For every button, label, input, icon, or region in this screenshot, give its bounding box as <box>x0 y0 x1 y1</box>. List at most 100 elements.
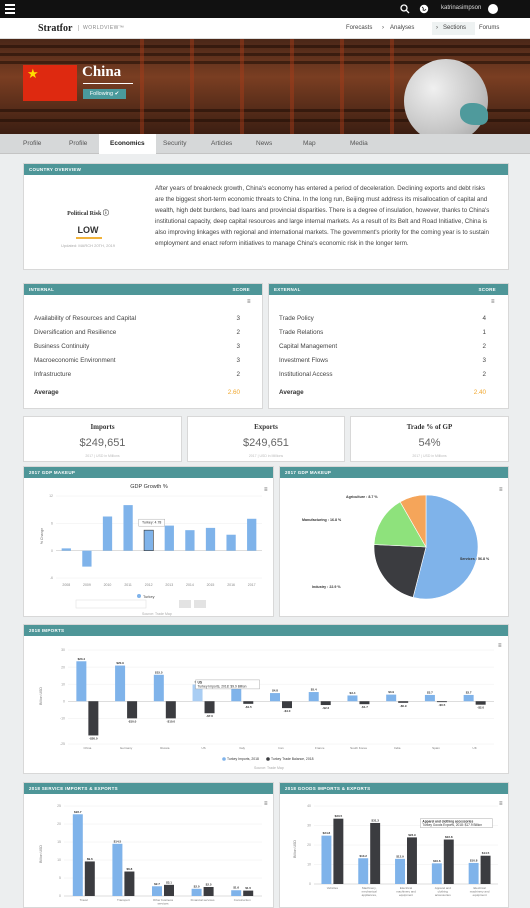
legend-label: Turkey Trade Balance, 2018 <box>271 757 314 761</box>
china-region-highlight <box>460 103 488 125</box>
nav-forecasts[interactable]: Forecasts <box>346 25 373 31</box>
card-header: 2017 GDP MAKEUP <box>280 467 508 478</box>
bar <box>443 839 454 884</box>
data-label: $3.4 <box>350 691 356 695</box>
trade-title: Exports <box>254 423 278 431</box>
data-label: -$2.0 <box>477 706 484 710</box>
tooltip <box>195 679 260 690</box>
data-label: $3.7 <box>466 690 472 694</box>
nav-sections-highlight <box>432 22 475 35</box>
tab-profile-2[interactable]: Profile <box>69 140 88 147</box>
political-risk-label: Political Risk <box>67 211 102 217</box>
bar <box>398 701 409 703</box>
y-axis-label: % Change <box>40 528 44 544</box>
trade-note: 2017 | USD in Millions <box>412 454 447 458</box>
x-tick-label: equipment <box>399 893 413 897</box>
bar <box>82 550 92 567</box>
x-tick-label: France <box>315 746 325 750</box>
globe-icon[interactable] <box>419 4 429 14</box>
tab-profile[interactable]: Profile <box>23 140 42 147</box>
tab-map[interactable]: Map <box>303 140 316 147</box>
y-axis-label: Billion USD <box>293 840 297 858</box>
avatar[interactable] <box>488 4 498 14</box>
x-tick-label: China <box>83 746 91 750</box>
bar <box>112 843 123 896</box>
data-label: $3.9 <box>388 690 394 694</box>
following-button[interactable]: Following ✔ <box>83 89 126 99</box>
gdp-growth-chart: GDP Growth % ≡ % Change Turkey Source: T… <box>40 484 268 616</box>
bar <box>123 505 133 551</box>
internal-row-label: Infrastructure <box>34 371 72 378</box>
export-menu-icon[interactable]: ≡ <box>247 299 251 305</box>
x-tick-label: 2009 <box>83 583 91 587</box>
pie-slice <box>399 494 427 549</box>
x-tick-label: Vehicles <box>327 886 339 890</box>
bar <box>152 886 162 896</box>
tab-media[interactable]: Media <box>350 140 368 147</box>
chart-menu-icon[interactable]: ≡ <box>498 643 502 649</box>
bar <box>386 694 397 702</box>
slice-label: Services : 56.8 % <box>460 557 490 561</box>
country-select[interactable] <box>75 599 147 609</box>
risk-updated-date: Updated: MARCH 20TH, 2019 <box>60 243 116 248</box>
data-label: -$10.0 <box>167 719 176 723</box>
chart-menu-icon[interactable]: ≡ <box>264 801 268 807</box>
data-label: $10.6 <box>433 859 441 863</box>
data-label: $20.9 <box>116 661 124 665</box>
bar <box>243 890 254 896</box>
x-tick-label: 2015 <box>207 583 215 587</box>
data-label: -$20.0 <box>89 736 98 740</box>
bar <box>72 814 83 896</box>
bar <box>395 858 405 884</box>
card-header: EXTERNAL SCORE <box>269 284 508 295</box>
card-header: 2018 IMPORTS <box>24 625 508 636</box>
data-label: $2.7 <box>154 882 160 886</box>
chart-menu-icon[interactable]: ≡ <box>499 487 503 493</box>
bar-view-toggle[interactable] <box>179 600 191 608</box>
tab-economics[interactable]: Economics <box>99 134 156 154</box>
nav-forums[interactable]: Forums <box>479 25 500 31</box>
nav-sections[interactable]: Sections <box>443 25 467 31</box>
chart-menu-icon[interactable]: ≡ <box>264 487 268 493</box>
export-menu-icon[interactable]: ≡ <box>491 299 495 305</box>
trade-title: Trade % of GP <box>406 423 453 431</box>
internal-row-score: 2 <box>236 329 240 336</box>
internal-row-score: 3 <box>236 357 240 364</box>
username[interactable]: katrinasimpson <box>441 5 482 11</box>
tab-articles[interactable]: Articles <box>211 140 233 147</box>
y-tick-label: 0 <box>59 894 61 898</box>
info-icon[interactable]: ⓘ <box>102 211 109 217</box>
x-tick-label: Electrical <box>400 886 413 890</box>
internal-average-label: Average <box>34 389 59 396</box>
external-row-score: 4 <box>482 315 486 322</box>
search-icon[interactable] <box>400 4 410 14</box>
chart-menu-icon[interactable]: ≡ <box>499 801 503 807</box>
y-tick-label: 25 <box>57 804 61 808</box>
nav-analyses[interactable]: Analyses <box>390 25 415 31</box>
x-tick-label: accessories <box>435 893 451 897</box>
x-tick-label: 2013 <box>165 583 173 587</box>
internal-row-label: Availability of Resources and Capital <box>34 315 137 322</box>
stratfor-logo[interactable]: Stratfor <box>38 23 73 34</box>
x-tick-label: appliances, <box>362 893 377 897</box>
tab-security[interactable]: Security <box>163 140 187 147</box>
legend-item[interactable]: Turkey <box>137 594 155 599</box>
line-view-toggle[interactable] <box>194 600 206 608</box>
y-tick-label: 10 <box>307 863 311 867</box>
data-label: $6.8 <box>126 867 132 871</box>
goods-trade-panel: 2018 GOODS IMPORTS & EXPORTS ≡ Billion U… <box>279 782 509 908</box>
data-label: $3.7 <box>427 690 433 694</box>
nav-analyses-chevron-icon: › <box>382 25 384 31</box>
hamburger-menu-icon[interactable] <box>5 4 15 14</box>
bar <box>243 701 254 704</box>
x-tick-label: Travel <box>80 898 89 902</box>
x-tick-label: clothing <box>438 890 449 894</box>
y-axis-label: Billion USD <box>39 687 43 705</box>
bar <box>153 674 164 702</box>
pie-slice <box>412 494 479 600</box>
x-tick-label: Italy <box>240 746 246 750</box>
bar <box>205 527 216 551</box>
y-tick-label: 0 <box>51 549 53 553</box>
data-label: $13.2 <box>359 854 367 858</box>
tab-news[interactable]: News <box>256 140 273 147</box>
